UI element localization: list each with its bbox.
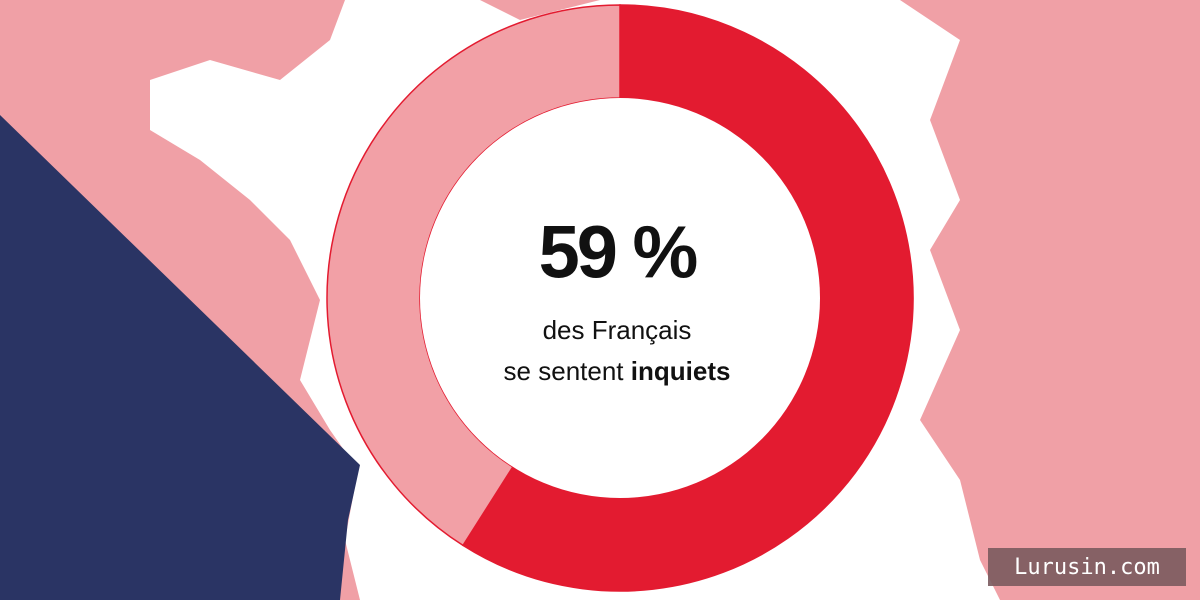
caption-line: des Français — [543, 315, 692, 345]
donut-chart — [326, 4, 914, 592]
caption-line: se sentent inquiets — [504, 356, 731, 386]
caption-emphasis: inquiets — [631, 356, 731, 386]
donut-hole — [420, 98, 820, 498]
map-ocean — [0, 115, 360, 600]
watermark: Lurusin.com — [1014, 555, 1160, 580]
watermark-box — [988, 548, 1186, 586]
center-value: 59 % — [539, 211, 697, 294]
caption-text: se sentent — [504, 356, 625, 386]
